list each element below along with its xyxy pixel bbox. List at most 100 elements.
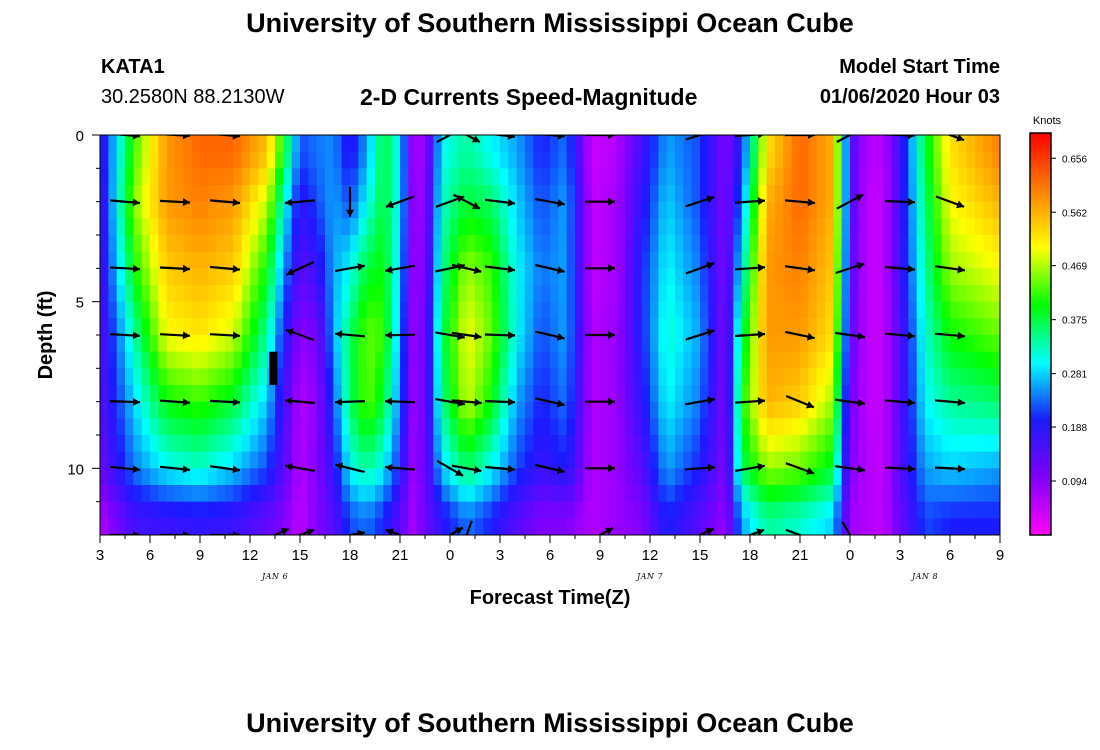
heat-cell: [141, 451, 151, 469]
heat-cell: [775, 268, 784, 286]
heat-cell: [766, 485, 776, 503]
heat-cell: [183, 435, 193, 453]
heat-cell: [900, 301, 909, 319]
heat-cell: [383, 151, 393, 169]
heat-cell: [716, 435, 726, 453]
heat-cell: [633, 468, 643, 486]
heat-cell: [125, 285, 134, 303]
heat-cell: [708, 368, 718, 386]
heat-cell: [733, 485, 743, 503]
heat-cell: [825, 301, 834, 319]
heat-cell: [608, 201, 618, 219]
heat-cell: [208, 151, 218, 169]
heat-cell: [441, 318, 451, 336]
heat-cell: [633, 351, 643, 369]
heat-cell: [350, 318, 359, 336]
heat-cell: [758, 435, 768, 453]
heat-cell: [433, 418, 443, 436]
heat-cell: [566, 218, 576, 236]
heat-cell: [841, 418, 851, 436]
heat-cell: [816, 335, 826, 353]
y-tick-label: 5: [76, 295, 84, 312]
heat-cell: [800, 401, 809, 419]
heat-cell: [466, 168, 476, 186]
heat-cell: [983, 185, 993, 203]
heat-cell: [975, 185, 984, 203]
heat-cell: [325, 301, 334, 319]
heat-cell: [233, 418, 243, 436]
heat-cell: [700, 185, 709, 203]
heat-cell: [316, 318, 326, 336]
heat-cell: [200, 351, 209, 369]
heat-cell: [675, 201, 684, 219]
heat-cell: [716, 235, 726, 253]
heat-cell: [358, 301, 368, 319]
heat-cell: [275, 401, 284, 419]
x-tick-label: 15: [692, 547, 709, 564]
heat-cell: [566, 201, 576, 219]
current-vector-arrow: [385, 264, 415, 274]
heat-cell: [900, 368, 909, 386]
heat-cell: [950, 285, 959, 303]
heat-cell: [625, 518, 634, 535]
heat-cell: [691, 135, 701, 153]
heat-cell: [366, 301, 376, 319]
heat-cell: [483, 335, 493, 353]
heat-cell: [258, 485, 268, 503]
heat-cell: [925, 151, 934, 169]
heat-cell: [175, 318, 184, 336]
heat-cell: [841, 435, 851, 453]
heat-cell: [650, 518, 659, 535]
heat-cell: [583, 351, 593, 369]
heat-cell: [591, 135, 601, 153]
heat-cell: [983, 135, 993, 153]
heat-cell: [541, 501, 551, 519]
heat-cell: [383, 501, 393, 519]
heat-cell: [158, 301, 168, 319]
heat-cell: [575, 201, 584, 219]
heat-cell: [241, 435, 251, 453]
heat-cell: [791, 418, 801, 436]
heat-cell: [916, 251, 926, 269]
heat-cell: [316, 135, 326, 153]
heat-cell: [908, 301, 918, 319]
heat-cell: [741, 451, 751, 469]
heat-cell: [716, 268, 726, 286]
heat-cell: [558, 135, 568, 153]
heat-cell: [116, 351, 126, 369]
heat-cell: [458, 518, 468, 535]
heat-cell: [116, 335, 126, 353]
heat-cell: [300, 401, 309, 419]
heat-cell: [691, 401, 701, 419]
heat-cell: [183, 318, 193, 336]
heat-cell: [641, 418, 651, 436]
heat-cell: [166, 235, 176, 253]
heat-cell: [183, 135, 193, 153]
heat-cell: [658, 468, 668, 486]
heat-cell: [891, 168, 901, 186]
heat-cell: [775, 468, 784, 486]
heat-cell: [216, 468, 226, 486]
heat-cell: [391, 368, 401, 386]
heat-cell: [975, 268, 984, 286]
heat-cell: [266, 501, 276, 519]
heat-cell: [416, 285, 426, 303]
heat-cell: [275, 135, 284, 153]
heat-cell: [750, 451, 759, 469]
heat-cell: [441, 335, 451, 353]
heat-cell: [841, 501, 851, 519]
heat-cell: [158, 501, 168, 519]
heat-cell: [158, 185, 168, 203]
heat-cell: [925, 435, 934, 453]
heat-cell: [933, 401, 943, 419]
heat-cell: [308, 351, 318, 369]
heat-cell: [183, 285, 193, 303]
heat-cell: [200, 401, 209, 419]
heat-cell: [341, 251, 351, 269]
heat-cell: [541, 301, 551, 319]
heat-cell: [775, 218, 784, 236]
heat-cell: [975, 135, 984, 153]
heat-cell: [741, 218, 751, 236]
heat-cell: [125, 485, 134, 503]
heat-cell: [858, 235, 868, 253]
